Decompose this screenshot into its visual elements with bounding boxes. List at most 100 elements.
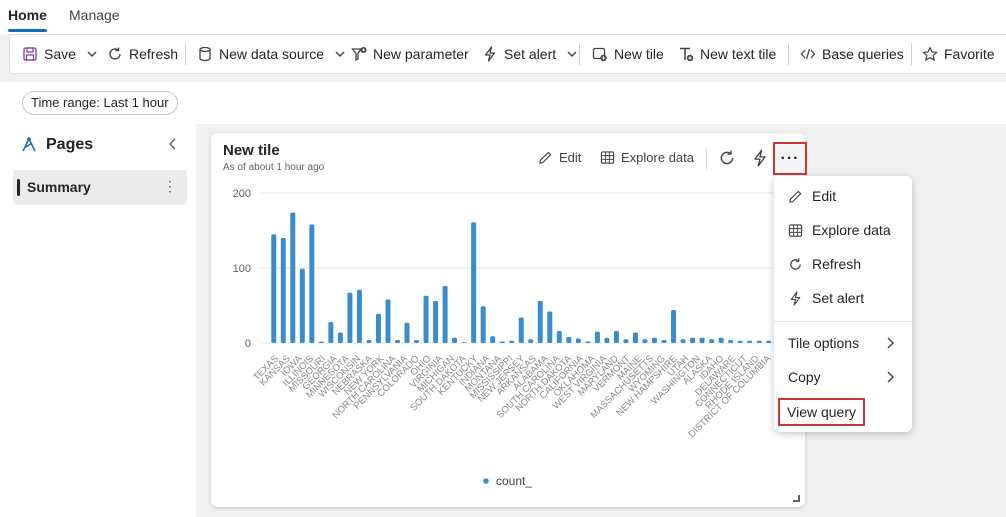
bar[interactable] — [528, 339, 534, 343]
bar[interactable] — [490, 336, 496, 343]
bar[interactable] — [556, 331, 562, 343]
menu-item-tile-options[interactable]: Tile options — [774, 328, 912, 358]
bar[interactable] — [461, 342, 467, 344]
bar[interactable] — [328, 322, 334, 343]
menu-item-edit[interactable]: Edit — [774, 181, 912, 211]
menu-item-view-query[interactable]: View query — [778, 398, 865, 426]
page-item-summary[interactable]: Summary ⋮ — [13, 170, 187, 205]
y-tick-label: 200 — [233, 188, 251, 200]
save-label: Save — [44, 46, 76, 62]
menu-item-explore-data[interactable]: Explore data — [774, 215, 912, 245]
bar[interactable] — [575, 338, 581, 344]
bar[interactable] — [423, 295, 429, 343]
bar[interactable] — [737, 340, 743, 343]
bar[interactable] — [585, 341, 591, 344]
bar[interactable] — [642, 339, 648, 343]
bar[interactable] — [728, 340, 734, 343]
bar[interactable] — [594, 331, 600, 343]
bar[interactable] — [309, 224, 315, 344]
menu-item-label: Explore data — [812, 222, 891, 238]
more-vertical-icon[interactable]: ⋮ — [163, 178, 177, 194]
bar[interactable] — [547, 311, 553, 344]
bar[interactable] — [623, 339, 629, 343]
bar[interactable] — [613, 331, 619, 343]
chevron-down-icon[interactable] — [334, 48, 346, 60]
bar[interactable] — [337, 332, 343, 344]
new-data-source-button[interactable]: New data source — [197, 35, 346, 73]
legend-label[interactable]: count_ — [496, 474, 532, 488]
new-text-tile-label: New text tile — [700, 46, 777, 62]
lightning-icon[interactable] — [751, 149, 769, 167]
table-icon — [600, 151, 615, 164]
bar[interactable] — [518, 317, 524, 344]
pencil-icon — [789, 190, 802, 203]
menu-item-copy[interactable]: Copy — [774, 362, 912, 392]
menu-item-refresh[interactable]: Refresh — [774, 249, 912, 279]
bar[interactable] — [747, 340, 753, 343]
resize-handle[interactable] — [793, 495, 800, 502]
bar[interactable] — [452, 337, 458, 343]
favorite-label: Favorite — [944, 46, 995, 62]
menu-item-set-alert[interactable]: Set alert — [774, 283, 912, 313]
chevron-left-icon[interactable] — [167, 138, 179, 150]
tile-edit-button[interactable]: Edit — [538, 150, 581, 165]
set-alert-label: Set alert — [504, 46, 557, 62]
refresh-icon — [790, 257, 801, 270]
bar[interactable] — [347, 292, 353, 343]
bar[interactable] — [480, 306, 486, 343]
bar[interactable] — [318, 341, 324, 344]
bar[interactable] — [299, 268, 305, 343]
bar[interactable] — [499, 341, 505, 344]
tile-explore-button[interactable]: Explore data — [600, 150, 694, 165]
bar[interactable] — [709, 339, 715, 343]
refresh-icon[interactable] — [718, 149, 736, 167]
favorite-button[interactable]: Favorite — [922, 35, 995, 73]
bar[interactable] — [632, 332, 638, 344]
bar[interactable] — [680, 339, 686, 343]
bar[interactable] — [356, 289, 362, 343]
save-button[interactable]: Save — [22, 35, 98, 73]
chevron-down-icon[interactable] — [566, 48, 578, 60]
bar[interactable] — [756, 340, 762, 343]
bar[interactable] — [661, 340, 667, 343]
bar[interactable] — [604, 337, 610, 343]
bar[interactable] — [566, 337, 572, 343]
bar[interactable] — [652, 337, 657, 343]
bar[interactable] — [699, 337, 705, 343]
bar[interactable] — [375, 313, 381, 343]
bar[interactable] — [404, 322, 410, 343]
bar[interactable] — [395, 340, 400, 343]
menu-item-label: Edit — [812, 188, 837, 204]
lightning-icon — [790, 290, 801, 306]
bar[interactable] — [433, 301, 439, 343]
bar[interactable] — [718, 337, 724, 343]
menu-item-label: Copy — [788, 369, 821, 385]
tile-explore-label: Explore data — [621, 150, 694, 165]
tab-home[interactable]: Home — [8, 7, 47, 32]
time-range-pill[interactable]: Time range: Last 1 hour — [22, 91, 178, 115]
base-queries-button[interactable]: Base queries — [800, 35, 904, 73]
bar[interactable] — [385, 299, 391, 344]
refresh-button[interactable]: Refresh — [107, 35, 178, 73]
bar[interactable] — [271, 234, 277, 343]
bar[interactable] — [671, 310, 677, 343]
chevron-down-icon[interactable] — [86, 48, 98, 60]
new-text-tile-button[interactable]: New text tile — [678, 35, 776, 73]
bar[interactable] — [766, 340, 772, 343]
set-alert-button[interactable]: Set alert — [482, 35, 578, 73]
tab-manage[interactable]: Manage — [69, 7, 120, 23]
bar[interactable] — [442, 286, 448, 343]
bar[interactable] — [690, 337, 696, 343]
new-parameter-button[interactable]: New parameter — [351, 35, 469, 73]
bar[interactable] — [366, 340, 372, 343]
bar[interactable] — [414, 340, 420, 343]
pages-icon — [22, 137, 36, 152]
bar[interactable] — [471, 222, 477, 343]
bar[interactable] — [280, 238, 286, 343]
new-data-source-label: New data source — [219, 46, 325, 62]
new-tile-button[interactable]: New tile — [592, 35, 664, 73]
tile-more-button[interactable]: ··· — [773, 142, 807, 175]
bar[interactable] — [290, 212, 296, 344]
bar[interactable] — [537, 301, 543, 343]
bar[interactable] — [509, 340, 515, 343]
